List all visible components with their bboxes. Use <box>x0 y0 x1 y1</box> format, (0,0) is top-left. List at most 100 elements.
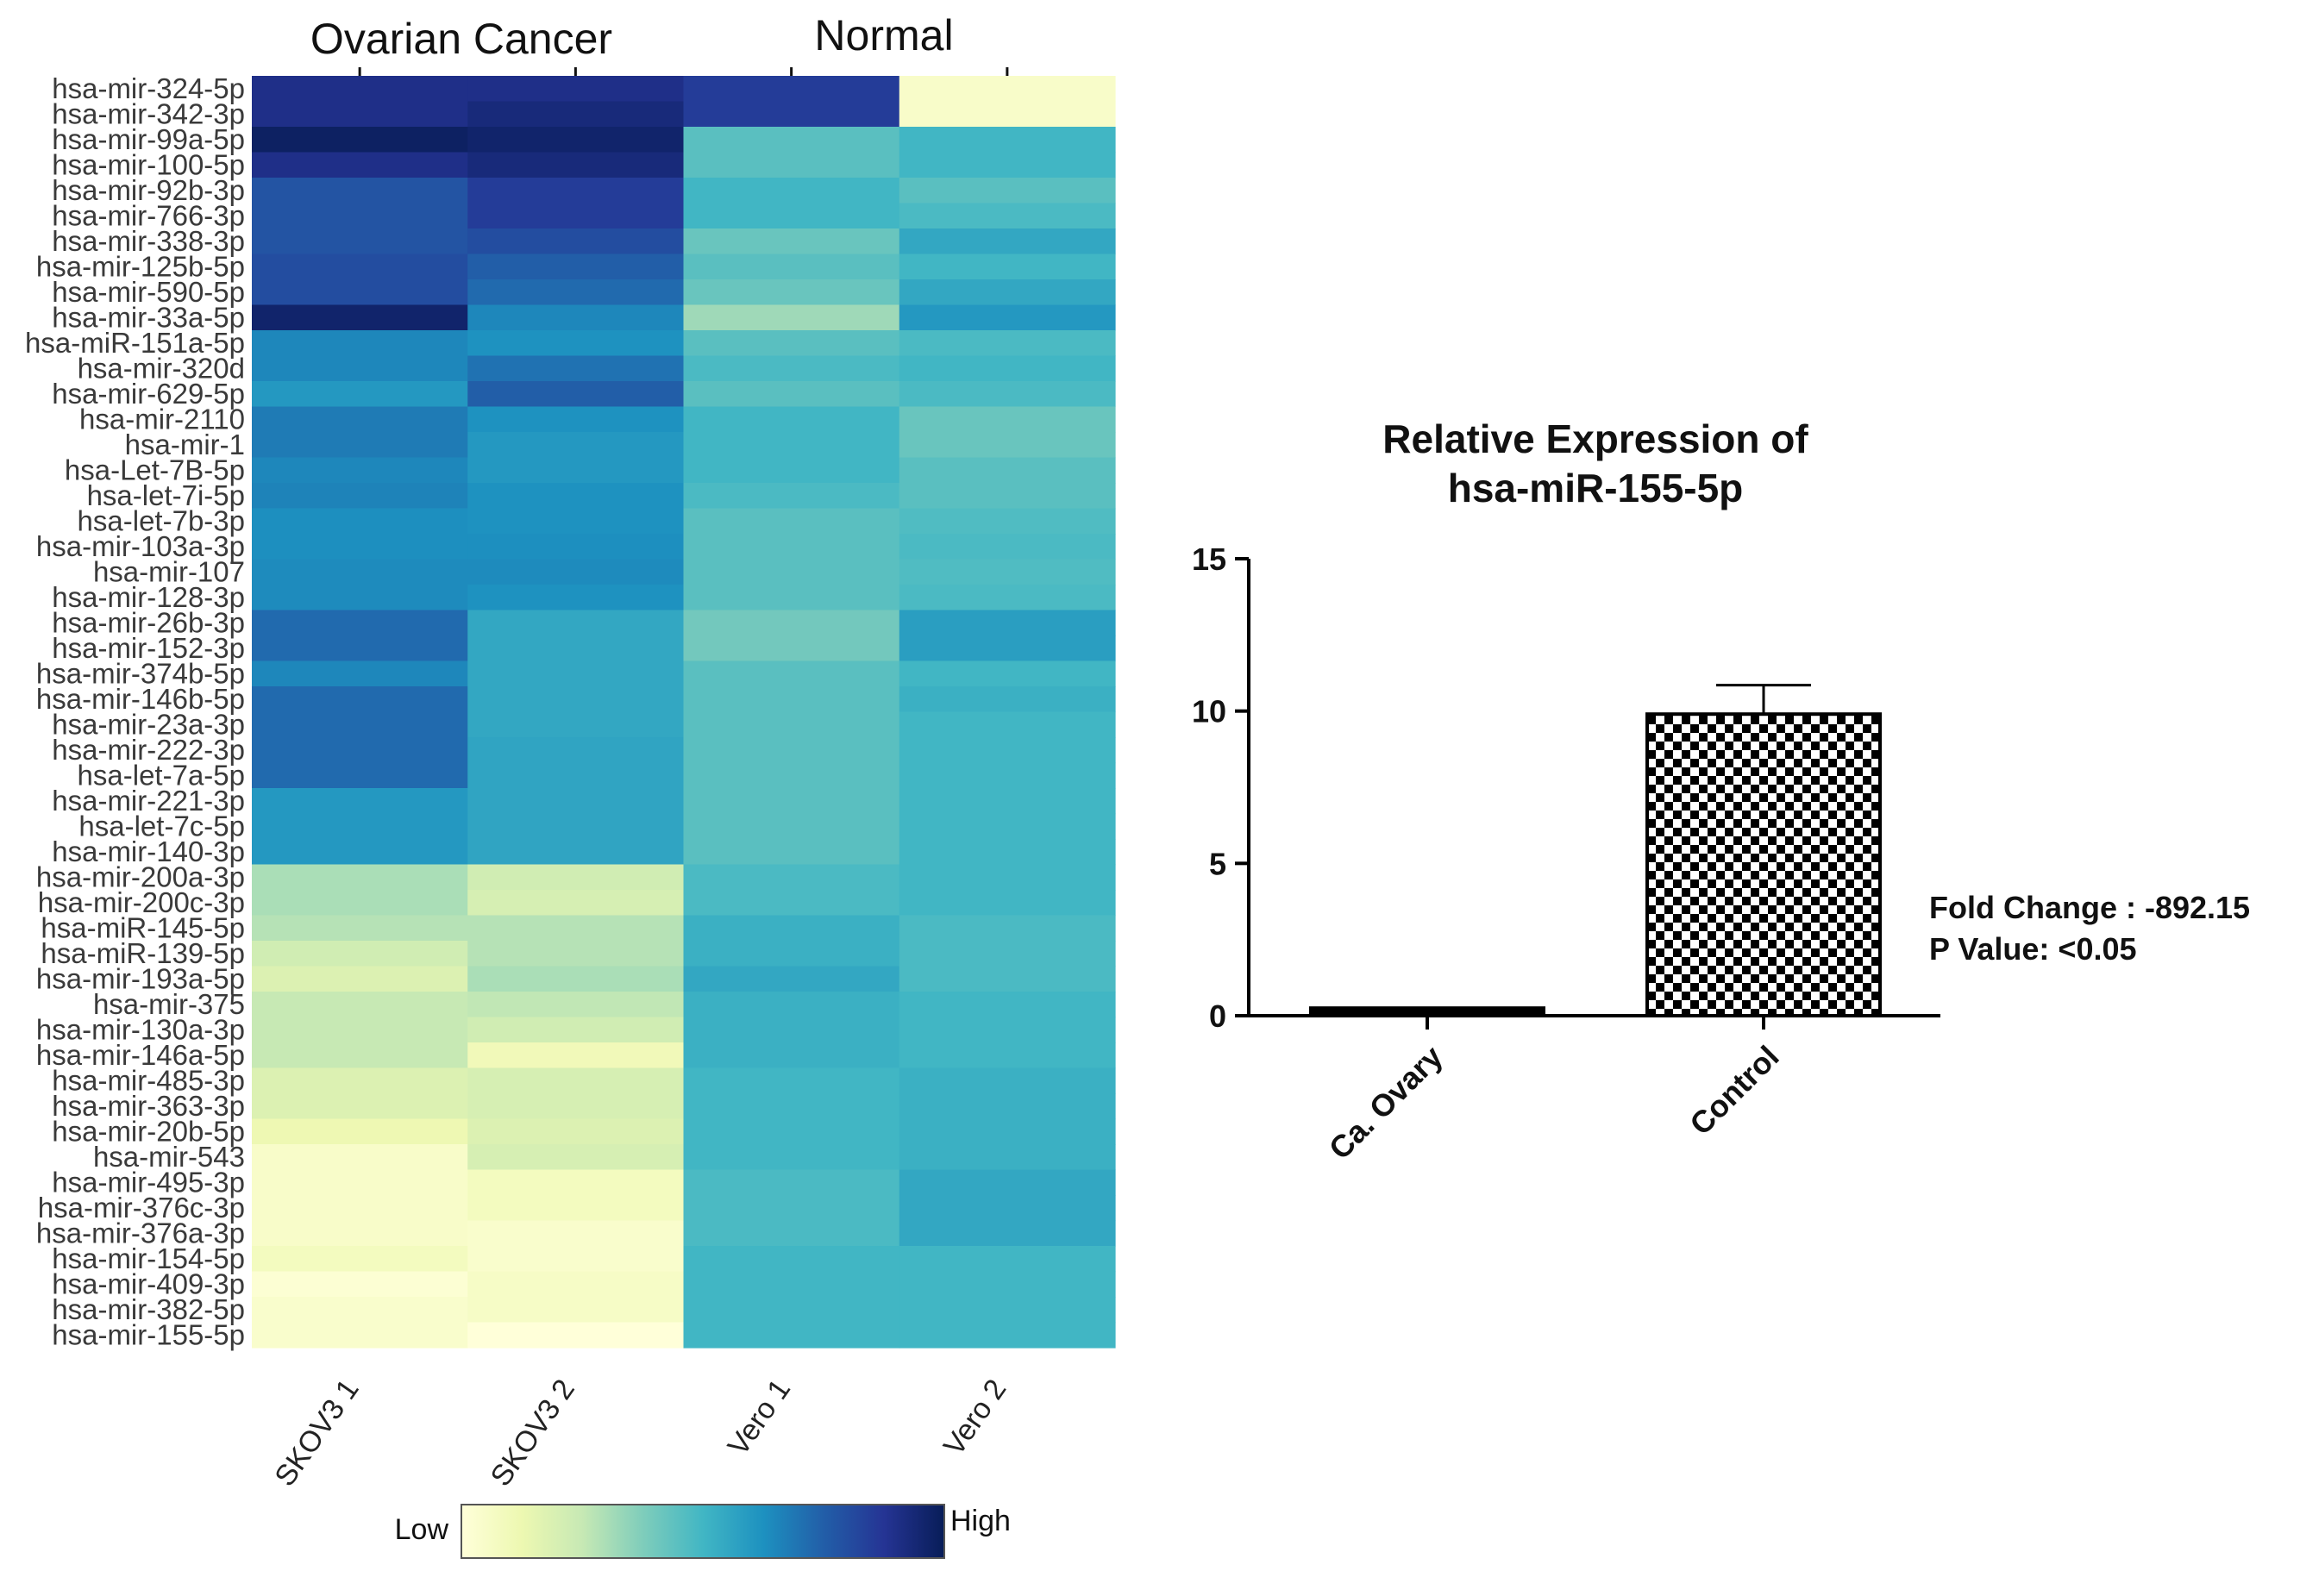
heatmap-cell <box>467 1220 685 1247</box>
legend-high-label: High <box>950 1505 1011 1537</box>
heatmap-cell <box>899 304 1116 331</box>
row-label: hsa-mir-363-3p <box>52 1090 245 1122</box>
x-category-label: Control <box>1683 1039 1785 1142</box>
heatmap-cell <box>683 610 900 636</box>
heatmap-cell <box>252 559 468 585</box>
row-label: hsa-mir-193a-5p <box>36 962 245 994</box>
heatmap-cell <box>899 813 1116 840</box>
row-label: hsa-miR-139-5p <box>41 937 245 969</box>
heatmap-cell <box>683 839 900 866</box>
heatmap-cell <box>252 915 468 942</box>
heatmap-cell <box>899 279 1116 306</box>
heatmap-cell <box>683 406 900 433</box>
heatmap-cell <box>467 1195 685 1222</box>
row-label: hsa-mir-382-5p <box>52 1293 245 1325</box>
heatmap-cell <box>252 178 468 204</box>
row-label: hsa-mir-495-3p <box>52 1166 245 1198</box>
heatmap-cell <box>467 508 685 535</box>
heatmap-cell <box>252 610 468 636</box>
heatmap-cell <box>683 432 900 459</box>
row-label: hsa-mir-374b-5p <box>36 657 245 689</box>
y-tick-label: 0 <box>1209 998 1226 1034</box>
heatmap-cell <box>467 203 685 229</box>
row-label: hsa-mir-766-3p <box>52 199 245 231</box>
heatmap-cell <box>683 1322 900 1349</box>
heatmap-cell <box>683 992 900 1018</box>
row-label: hsa-mir-100-5p <box>52 148 245 180</box>
heatmap-cell <box>252 941 468 967</box>
heatmap-cell <box>252 1042 468 1069</box>
heatmap-cell <box>899 1322 1116 1349</box>
row-label: hsa-miR-145-5p <box>41 911 245 943</box>
heatmap-cell <box>252 355 468 382</box>
y-tick-label: 5 <box>1209 846 1226 881</box>
heatmap-cell <box>467 915 685 942</box>
heatmap-cell <box>899 178 1116 204</box>
heatmap-cell <box>683 737 900 764</box>
heatmap-cell <box>899 788 1116 815</box>
heatmap-cell <box>467 635 685 662</box>
heatmap-cell <box>467 534 685 560</box>
heatmap-cell <box>899 330 1116 357</box>
heatmap-cell <box>252 762 468 789</box>
heatmap-cell <box>467 788 685 815</box>
heatmap-cell <box>467 585 685 611</box>
row-labels: hsa-mir-324-5phsa-mir-342-3phsa-mir-99a-… <box>25 72 245 1351</box>
heatmap-cell <box>467 839 685 866</box>
heatmap-cell <box>467 1017 685 1043</box>
row-label: hsa-mir-92b-3p <box>52 174 245 206</box>
heatmap-cell <box>683 1169 900 1196</box>
row-label: hsa-mir-221-3p <box>52 785 245 817</box>
row-label: hsa-mir-338-3p <box>52 225 245 257</box>
row-label: hsa-mir-125b-5p <box>36 250 245 282</box>
row-label: hsa-let-7b-3p <box>78 504 245 536</box>
heatmap-cell <box>467 152 685 178</box>
heatmap-cell <box>252 1322 468 1349</box>
bar <box>1645 712 1882 1017</box>
heatmap-cell <box>899 762 1116 789</box>
bar-chart-title-line-2: hsa-miR-155-5p <box>1448 466 1744 510</box>
heatmap-cell <box>252 635 468 662</box>
heatmap-cell <box>252 203 468 229</box>
heatmap-cell <box>899 406 1116 433</box>
heatmap-cell <box>899 966 1116 992</box>
row-label: hsa-mir-200a-3p <box>36 861 245 892</box>
heatmap-cell <box>467 941 685 967</box>
heatmap-cell <box>252 406 468 433</box>
heatmap-cell <box>467 101 685 128</box>
row-label: hsa-mir-200c-3p <box>38 886 245 918</box>
heatmap-cell <box>252 304 468 331</box>
heatmap-cell <box>899 559 1116 585</box>
column-label: Vero 1 <box>722 1374 798 1461</box>
heatmap-cell <box>683 152 900 178</box>
heatmap-panel: Ovarian Cancer Normal hsa-mir-324-5phsa-… <box>25 11 1116 1493</box>
heatmap-cell <box>467 1093 685 1120</box>
heatmap-cell <box>467 253 685 280</box>
heatmap-cell <box>252 152 468 178</box>
heatmap-cell <box>683 330 900 357</box>
heatmap-cell <box>899 1220 1116 1247</box>
heatmap-cell <box>252 228 468 255</box>
heatmap-cell <box>252 279 468 306</box>
heatmap-cell <box>683 381 900 408</box>
heatmap-cell <box>683 585 900 611</box>
y-tick-label: 10 <box>1192 694 1226 729</box>
heatmap-cell <box>467 1322 685 1349</box>
heatmap-cell <box>252 660 468 687</box>
heatmap-cell <box>467 330 685 357</box>
row-label: hsa-mir-409-3p <box>52 1267 245 1299</box>
row-label: hsa-mir-324-5p <box>52 72 245 104</box>
heatmap-cell <box>252 508 468 535</box>
heatmap-cell <box>899 253 1116 280</box>
row-label: hsa-mir-103a-3p <box>36 530 245 562</box>
heatmap-cell <box>467 864 685 891</box>
row-label: hsa-mir-130a-3p <box>36 1013 245 1045</box>
heatmap-cell <box>899 1144 1116 1171</box>
heatmap-cell <box>467 762 685 789</box>
heatmap-cell <box>467 228 685 255</box>
heatmap-cell <box>899 1169 1116 1196</box>
heatmap-cell <box>467 1246 685 1273</box>
heatmap-cell <box>683 762 900 789</box>
heatmap-cells <box>252 76 1116 1349</box>
heatmap-cell <box>683 355 900 382</box>
